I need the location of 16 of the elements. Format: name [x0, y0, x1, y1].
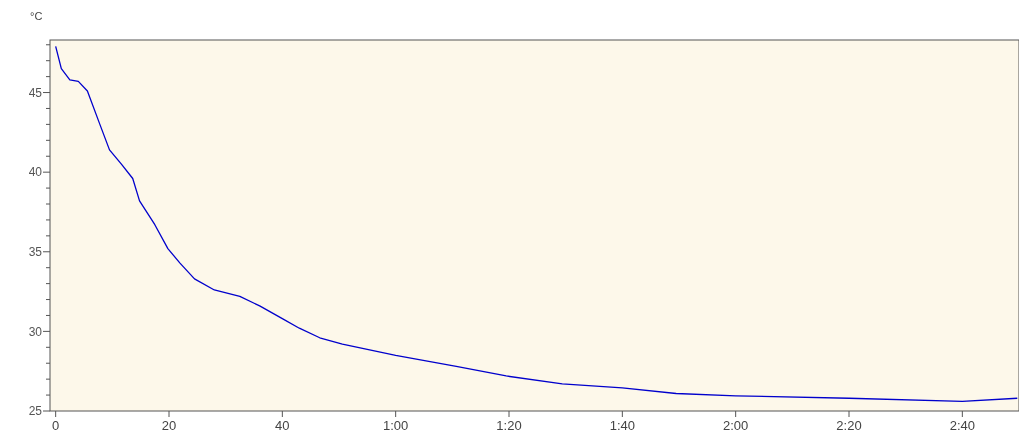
x-tick-label: 2:40	[949, 418, 975, 433]
x-tick-label: 1:20	[496, 418, 522, 433]
y-tick-label: 45	[28, 85, 43, 100]
y-tick-label: 35	[28, 244, 43, 259]
y-tick-label: 40	[28, 165, 43, 180]
y-axis-title: °C	[30, 10, 43, 22]
x-tick-label: 2:20	[836, 418, 862, 433]
x-tick-label: 0	[52, 418, 60, 433]
x-tick-label: 1:00	[383, 418, 409, 433]
x-tick-label: 1:40	[609, 418, 635, 433]
y-tick-label: 30	[28, 324, 43, 339]
line-series	[55, 45, 1018, 403]
x-tick-label: 20	[161, 418, 177, 433]
x-tick-label: 40	[275, 418, 290, 433]
y-tick-label: 25	[28, 404, 43, 419]
x-tick-label: 2:00	[723, 418, 749, 433]
